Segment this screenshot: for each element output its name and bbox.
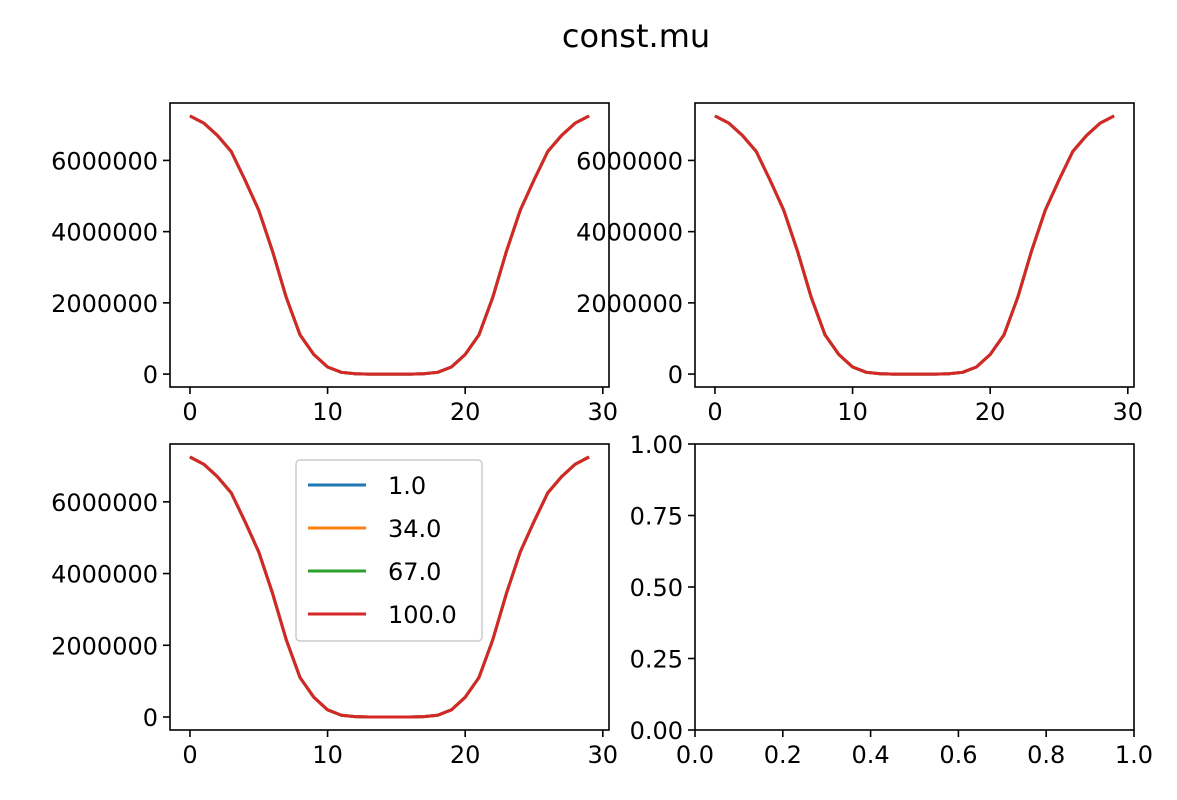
y-tick-label: 4000000	[51, 219, 158, 247]
series-line-100.0	[189, 455, 590, 719]
y-tick-label: 0.75	[630, 503, 683, 531]
x-tick-label: 20	[975, 398, 1006, 426]
y-tick-label: 0.25	[630, 646, 683, 674]
legend-label: 100.0	[388, 601, 457, 629]
x-tick-label: 20	[450, 398, 481, 426]
axes-frame	[169, 102, 610, 388]
x-tick-label: 10	[312, 398, 343, 426]
x-tick-label: 0.2	[764, 741, 802, 769]
x-tick-label: 30	[588, 741, 619, 769]
y-tick-label: 4000000	[576, 219, 683, 247]
series-line-34.0	[189, 114, 590, 376]
y-tick-label: 2000000	[51, 290, 158, 318]
series-line-34.0	[714, 114, 1115, 376]
legend-box	[295, 459, 483, 642]
figure-title: const.mu	[562, 17, 710, 55]
x-tick-label: 20	[450, 741, 481, 769]
y-tick-label: 0	[143, 361, 158, 389]
series-line-1.0	[189, 114, 590, 376]
axes-frame	[694, 102, 1135, 388]
y-tick-label: 0	[143, 704, 158, 732]
axes-frame	[694, 443, 1135, 731]
legend: 1.0 34.0 67.0 100.0	[295, 459, 483, 642]
series-line-67.0	[714, 114, 1115, 376]
subplot-4: 0.0 0.2 0.4 0.6 0.8 1.0 0.00 0.25 0.50 0.75 1.00	[630, 431, 1154, 769]
x-tick-label: 0	[182, 398, 197, 426]
y-tick-label: 0.00	[630, 717, 683, 745]
subplot-3: 0 10 20 30 0 2000000 4000000 6000000 1.0 34.0 67.0…	[51, 443, 619, 769]
x-tick-label: 0.0	[676, 741, 714, 769]
subplot-2: 0 10 20 30 0 2000000 4000000 6000000	[576, 102, 1144, 426]
y-tick-label: 6000000	[51, 147, 158, 175]
x-tick-label: 1.0	[1115, 741, 1153, 769]
x-tick-label: 10	[312, 741, 343, 769]
x-tick-label: 10	[837, 398, 868, 426]
y-tick-label: 6000000	[576, 147, 683, 175]
legend-label: 67.0	[388, 558, 441, 586]
x-tick-label: 0.6	[939, 741, 977, 769]
legend-label: 1.0	[388, 472, 426, 500]
y-tick-label: 2000000	[576, 290, 683, 318]
series-line-67.0	[189, 114, 590, 376]
x-tick-label: 30	[588, 398, 619, 426]
y-tick-label: 6000000	[51, 489, 158, 517]
y-tick-label: 4000000	[51, 561, 158, 589]
y-tick-label: 1.00	[630, 431, 683, 459]
y-tick-label: 0	[668, 361, 683, 389]
y-tick-label: 2000000	[51, 632, 158, 660]
subplot-1: 0 10 20 30 0 2000000 4000000 6000000	[51, 102, 619, 426]
x-tick-label: 0	[182, 741, 197, 769]
y-tick-label: 0.50	[630, 574, 683, 602]
series-line-100.0	[714, 114, 1115, 376]
series-line-100.0	[189, 114, 590, 376]
x-tick-label: 0	[707, 398, 722, 426]
x-tick-label: 30	[1113, 398, 1144, 426]
legend-label: 34.0	[388, 515, 441, 543]
axes-frame	[169, 443, 610, 731]
x-tick-label: 0.8	[1027, 741, 1065, 769]
x-tick-label: 0.4	[852, 741, 890, 769]
series-line-1.0	[714, 114, 1115, 376]
